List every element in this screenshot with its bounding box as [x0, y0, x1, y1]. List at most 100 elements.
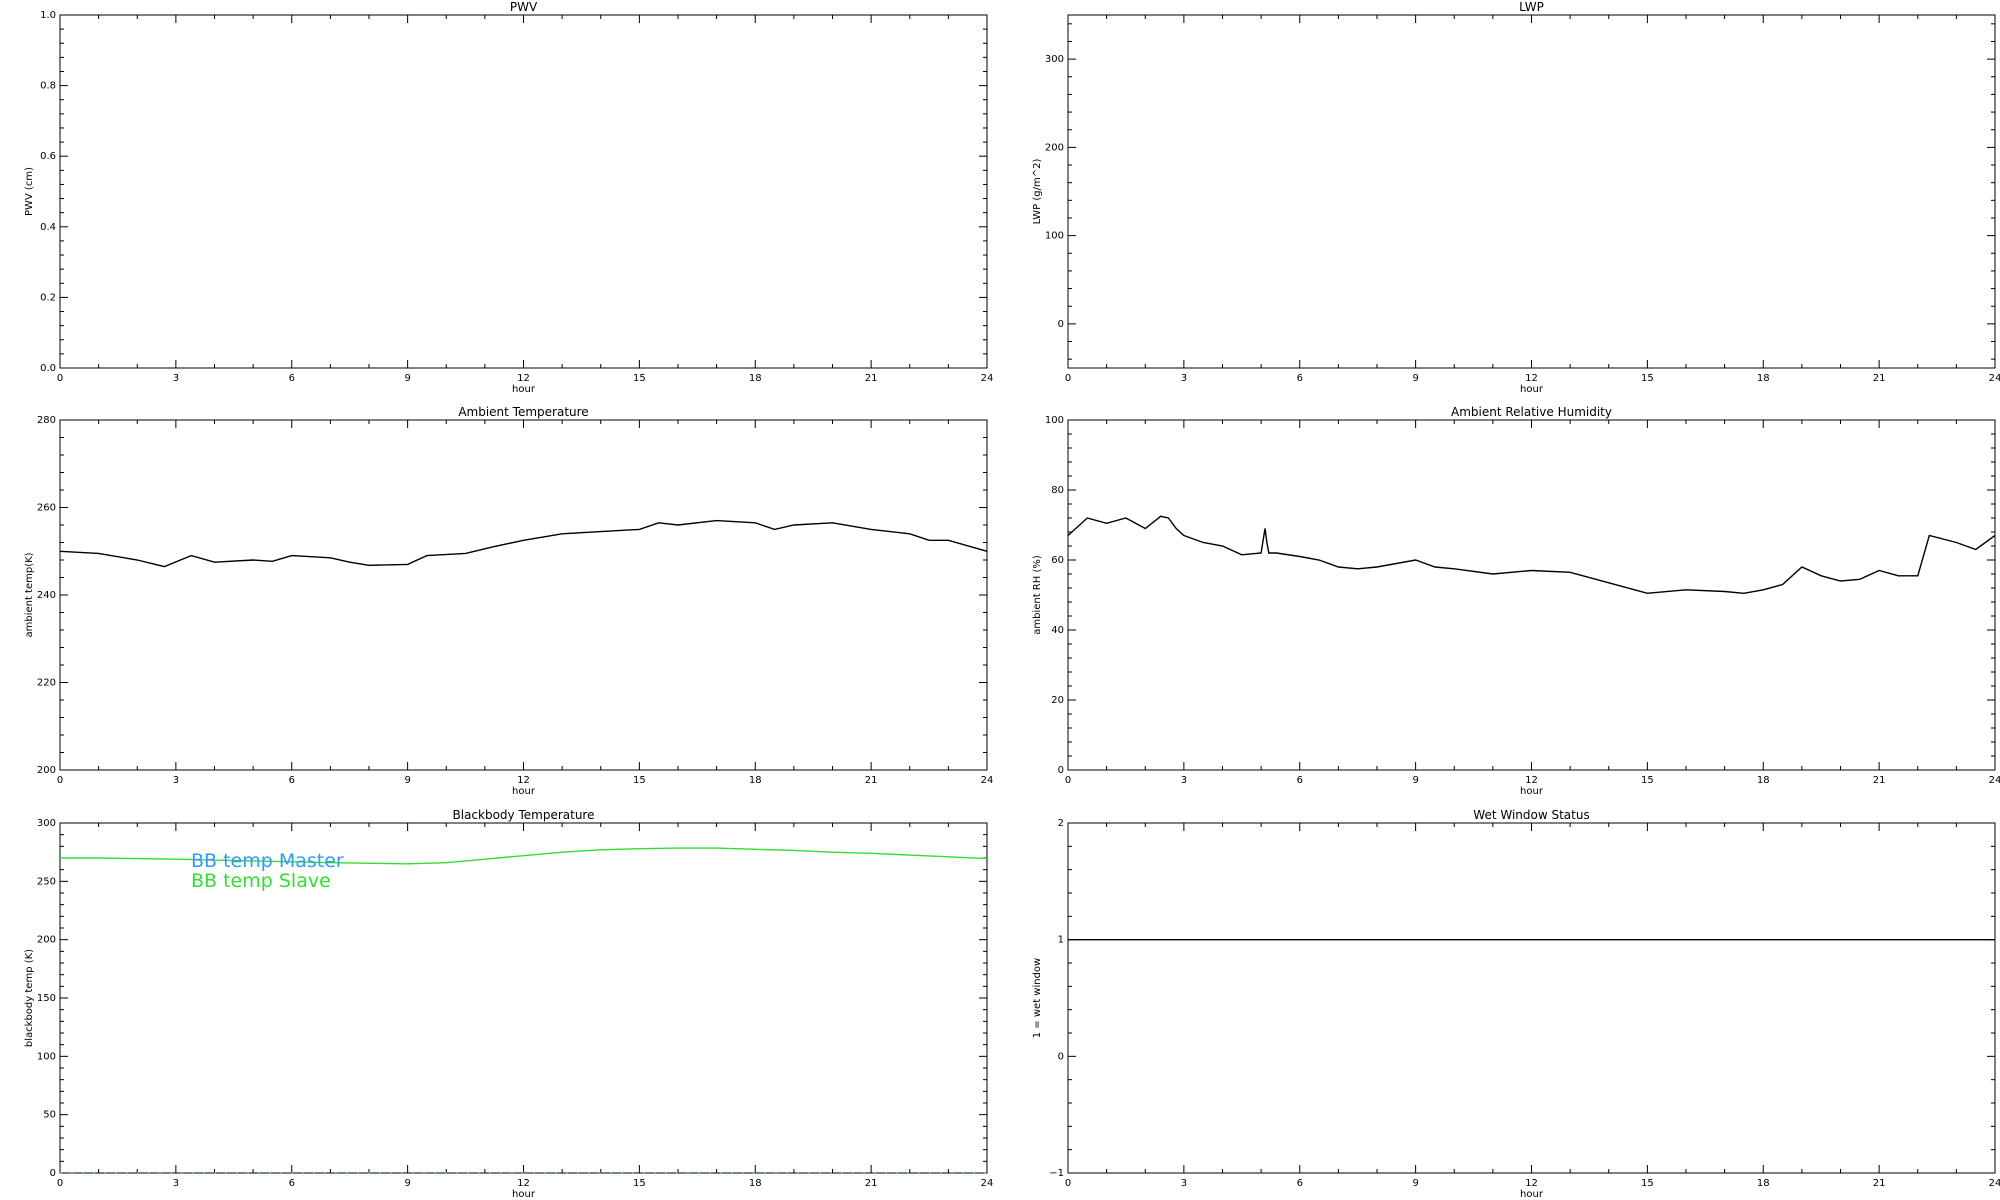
pwv-y-tick-label: 0.6: [40, 151, 56, 162]
bb-temp-series-line-bb-temp-slave: [60, 847, 988, 865]
lwp-plot-frame: [1067, 14, 1996, 369]
pwv-x-axis-label: hour: [512, 384, 536, 395]
wet-window-y-tick-label: −1: [1049, 1168, 1064, 1179]
ambient-rh-series-line: [1067, 515, 1996, 595]
pwv-chart: PWV 0 3 6 9 12 15 18 21 24 hour 0.0 0.2 0.4 0.6 0.8 1.0 P…: [24, 0, 993, 395]
ambient-rh-y-tick-label: 100: [1045, 415, 1064, 426]
ambient-rh-x-tick-label: 0: [1065, 775, 1071, 786]
bb-temp-x-tick-label: 21: [865, 1178, 878, 1189]
ambient-rh-x-tick-label: 3: [1181, 775, 1187, 786]
ambient-rh-y-tick-label: 20: [1051, 695, 1064, 706]
wet-window-y-tick-label: 1: [1058, 935, 1064, 946]
bb-temp-y-tick-label: 50: [43, 1110, 56, 1121]
wet-window-x-tick-label: 0: [1065, 1178, 1071, 1189]
bb-temp-x-tick-label: 3: [173, 1178, 179, 1189]
ambient-temp-x-tick-label: 18: [749, 775, 762, 786]
bb-temp-legend-entry: BB temp Slave: [191, 870, 331, 892]
lwp-y-tick-label: 300: [1045, 54, 1064, 65]
ambient-rh-x-tick-label: 21: [1873, 775, 1886, 786]
bb-temp-x-tick-label: 15: [633, 1178, 646, 1189]
wet-window-title: Wet Window Status: [1473, 808, 1589, 822]
pwv-x-tick-label: 15: [633, 373, 646, 384]
ambient-temp-title: Ambient Temperature: [458, 405, 588, 419]
ambient-temp-x-tick-label: 9: [404, 775, 410, 786]
bb-temp-x-axis-label: hour: [512, 1189, 536, 1200]
pwv-x-tick-label: 12: [517, 373, 530, 384]
ambient-rh-title: Ambient Relative Humidity: [1451, 405, 1612, 419]
lwp-x-tick-label: 9: [1412, 373, 1418, 384]
ambient-rh-y-axis-label: ambient RH (%): [1032, 555, 1043, 635]
lwp-y-tick-label: 100: [1045, 231, 1064, 242]
ambient-temp-series-line: [59, 519, 988, 568]
wet-window-x-tick-label: 3: [1181, 1178, 1187, 1189]
ambient-temp-x-axis-label: hour: [512, 786, 536, 797]
lwp-x-tick-label: 0: [1065, 373, 1071, 384]
bb-temp-chart: Blackbody Temperature 0 3 6 9 12 15 18 21 24 hour 0…: [24, 808, 993, 1200]
wet-window-plot-frame: [1067, 822, 1996, 1174]
ambient-temp-x-tick-label: 24: [981, 775, 994, 786]
lwp-x-tick-label: 3: [1181, 373, 1187, 384]
ambient-temp-chart: Ambient Temperature 0 3 6 9 12 15 18 21 24 hour 200…: [24, 405, 993, 797]
pwv-title: PWV: [510, 0, 538, 14]
wet-window-x-tick-label: 15: [1641, 1178, 1654, 1189]
lwp-x-axis-label: hour: [1520, 384, 1544, 395]
lwp-x-tick-label: 12: [1525, 373, 1538, 384]
ambient-rh-x-tick-label: 12: [1525, 775, 1538, 786]
ambient-temp-y-tick-label: 240: [37, 590, 56, 601]
wet-window-x-tick-label: 18: [1757, 1178, 1770, 1189]
bb-temp-y-tick-label: 250: [37, 876, 56, 887]
bb-temp-legend-entry: BB temp Master: [191, 850, 344, 872]
pwv-x-tick-label: 0: [57, 373, 63, 384]
bb-temp-y-tick-label: 300: [37, 818, 56, 829]
ambient-rh-x-tick-label: 9: [1412, 775, 1418, 786]
wet-window-x-tick-label: 6: [1297, 1178, 1303, 1189]
wet-window-y-tick-label: 0: [1058, 1051, 1064, 1062]
ambient-temp-y-tick-label: 260: [37, 503, 56, 514]
wet-window-x-tick-label: 9: [1412, 1178, 1418, 1189]
bb-temp-x-tick-label: 9: [404, 1178, 410, 1189]
pwv-x-tick-label: 9: [404, 373, 410, 384]
pwv-y-tick-label: 0.0: [40, 363, 56, 374]
ambient-temp-y-tick-label: 200: [37, 765, 56, 776]
pwv-y-tick-label: 0.2: [40, 292, 56, 303]
ambient-rh-y-tick-label: 80: [1051, 485, 1064, 496]
pwv-y-tick-label: 0.4: [40, 222, 56, 233]
bb-temp-y-tick-label: 200: [37, 935, 56, 946]
bb-temp-x-tick-label: 18: [749, 1178, 762, 1189]
bb-temp-x-tick-label: 24: [981, 1178, 994, 1189]
ambient-temp-y-tick-label: 280: [37, 415, 56, 426]
ambient-rh-plot-frame: [1067, 419, 1996, 771]
ambient-rh-x-tick-label: 24: [1989, 775, 2000, 786]
lwp-x-tick-label: 24: [1989, 373, 2000, 384]
lwp-y-tick-label: 0: [1058, 319, 1064, 330]
wet-window-x-tick-label: 21: [1873, 1178, 1886, 1189]
ambient-rh-chart: Ambient Relative Humidity 0 3 6 9 12 15 18 21 24 h…: [1032, 405, 2000, 797]
pwv-x-tick-label: 6: [289, 373, 295, 384]
wet-window-x-tick-label: 12: [1525, 1178, 1538, 1189]
bb-temp-y-tick-label: 150: [37, 993, 56, 1004]
lwp-chart: LWP 0 3 6 9 12 15 18 21 24 hour 0 100 200 300 LWP (g/m^…: [1032, 0, 2000, 395]
ambient-temp-x-tick-label: 3: [173, 775, 179, 786]
pwv-y-axis-label: PWV (cm): [24, 167, 35, 216]
bb-temp-title: Blackbody Temperature: [453, 808, 595, 822]
ambient-temp-plot-frame: [59, 419, 988, 771]
ambient-rh-x-tick-label: 15: [1641, 775, 1654, 786]
ambient-rh-y-tick-label: 40: [1051, 625, 1064, 636]
pwv-x-tick-label: 3: [173, 373, 179, 384]
ambient-temp-x-tick-label: 0: [57, 775, 63, 786]
lwp-x-tick-label: 21: [1873, 373, 1886, 384]
bb-temp-x-tick-label: 12: [517, 1178, 530, 1189]
bb-temp-x-tick-label: 6: [289, 1178, 295, 1189]
ambient-temp-x-tick-label: 21: [865, 775, 878, 786]
pwv-plot-frame: [59, 14, 988, 369]
ambient-temp-y-axis-label: ambient temp(K): [24, 552, 35, 637]
bb-temp-y-axis-label: blackbody temp (K): [24, 949, 35, 1047]
ambient-temp-x-tick-label: 12: [517, 775, 530, 786]
wet-window-y-axis-label: 1 = wet window: [1032, 958, 1043, 1038]
pwv-x-tick-label: 18: [749, 373, 762, 384]
lwp-y-axis-label: LWP (g/m^2): [1032, 159, 1043, 225]
ambient-temp-x-tick-label: 15: [633, 775, 646, 786]
